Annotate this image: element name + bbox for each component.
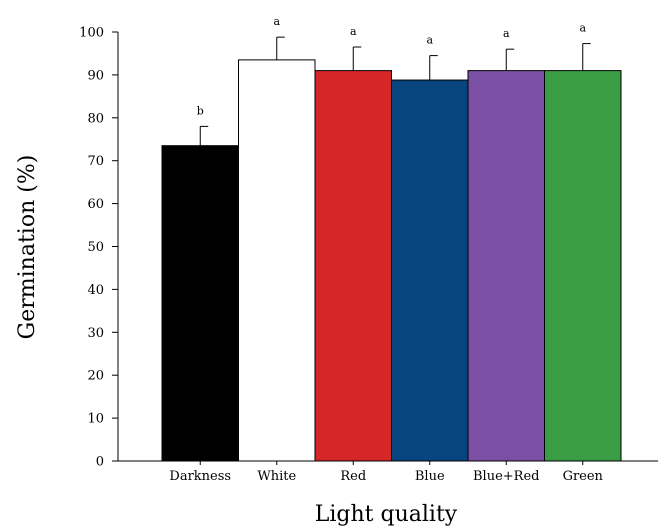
y-tick-label: 80 [87,111,104,126]
bar-white [238,59,316,462]
y-tick-label: 100 [79,26,104,41]
bar-blue [391,79,469,462]
x-axis-title: Light quality [315,502,458,527]
bars-layer [161,59,622,462]
y-tick-label: 30 [87,326,104,341]
significance-label: a [350,25,357,38]
bar-darkness [161,145,239,462]
x-tick-label: Red [340,469,366,484]
y-tick-label: 50 [87,240,104,255]
y-tick-label: 40 [87,283,104,298]
significance-label: a [426,34,433,47]
significance-label: a [273,15,280,28]
significance-label: a [579,22,586,35]
y-tick-label: 90 [87,68,104,83]
y-tick-label: 60 [87,197,104,212]
x-tick-label: Blue [415,469,445,484]
error-bars-layer [199,36,591,146]
y-tick-label: 0 [96,455,104,470]
ticks-layer [112,31,584,465]
bar-red [314,70,392,462]
x-tick-label: Blue+Red [473,469,539,484]
bar-green [544,70,622,462]
significance-label: a [503,27,510,40]
x-tick-label: White [257,469,296,484]
y-tick-label: 20 [87,369,104,384]
labels-layer: 0 10 20 30 40 50 60 70 80 90 100 b Darkness a White a Re… [79,15,603,484]
significance-label: b [197,104,204,117]
y-axis-title: Germination (%) [15,155,40,340]
y-tick-label: 70 [87,154,104,169]
y-tick-label: 10 [87,412,104,427]
bar-blue-red [467,70,545,462]
x-tick-label: Green [563,469,604,484]
x-tick-label: Darkness [169,469,231,484]
